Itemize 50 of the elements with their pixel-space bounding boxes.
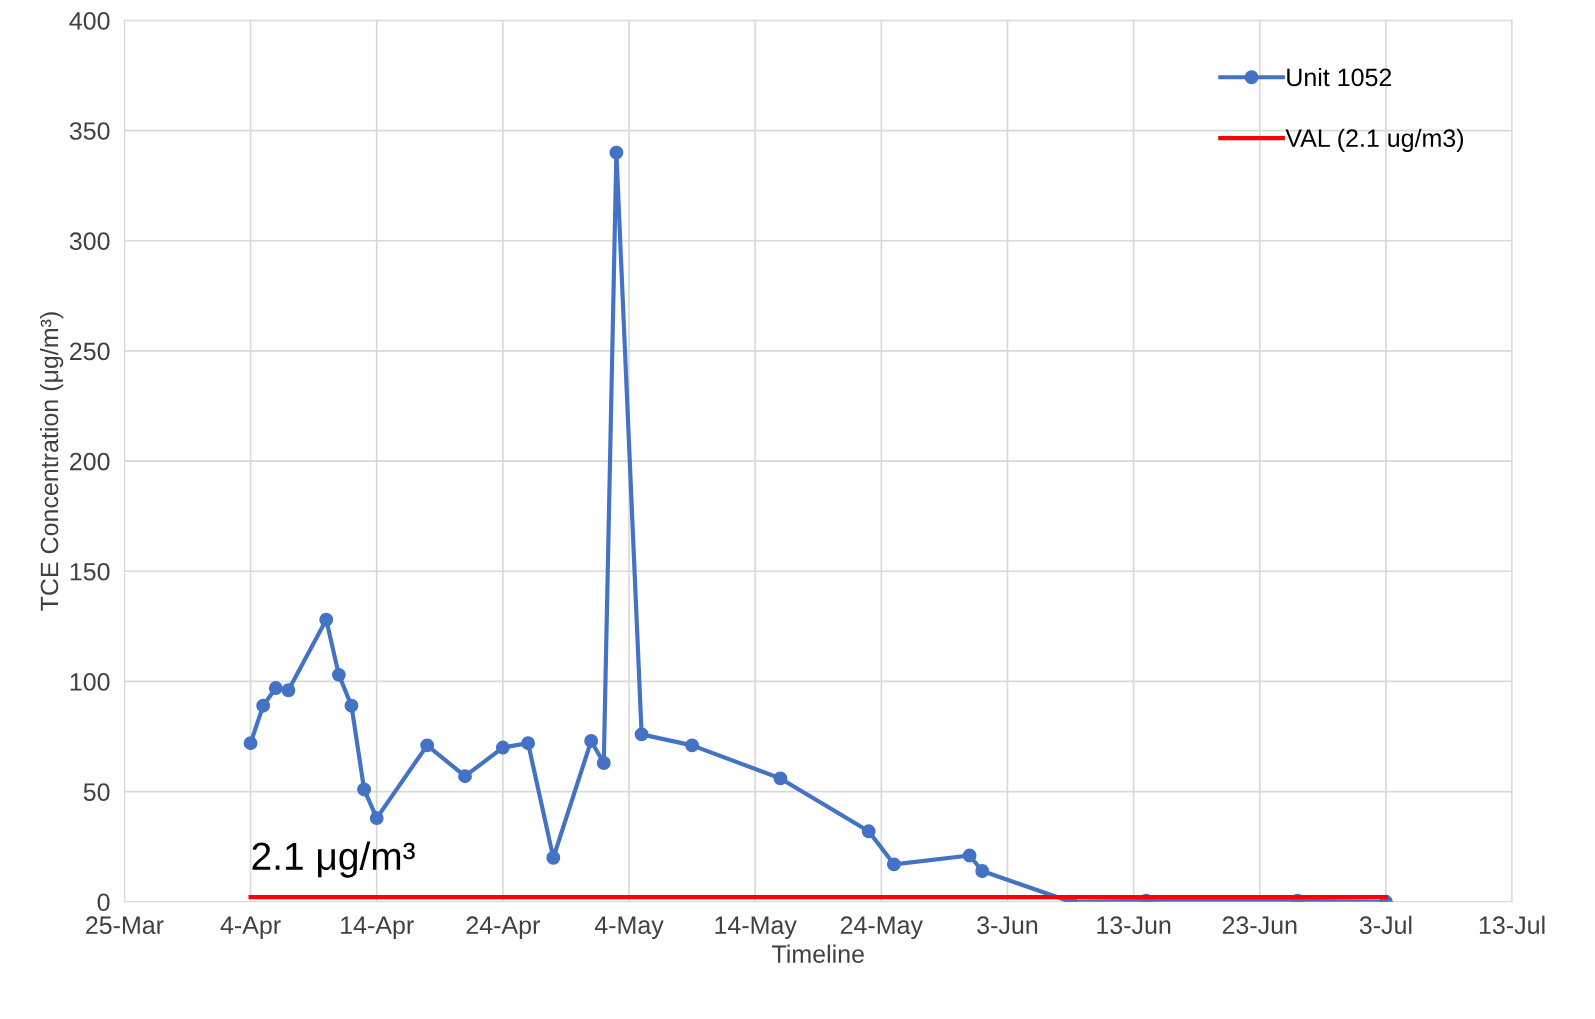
x-tick-label: 13-Jul [1479,915,1545,935]
x-tick-label: 25-Mar [86,916,164,935]
point [357,782,372,797]
point [861,824,876,839]
y-tick-label: 100 [70,673,110,691]
point [420,738,435,753]
x-tick-label: 14-Apr [341,916,414,940]
point [319,612,334,627]
x-tick-label: 13-Jun [1097,916,1171,935]
x-tick-label: 24-Apr [466,916,540,940]
point [256,698,271,713]
y-tick-label: 350 [69,122,110,140]
y-tick-label: 400 [69,11,110,30]
point [369,811,384,826]
point [458,769,472,784]
legend-label: Unit 1052 [1287,67,1392,87]
point [243,736,258,751]
point [609,145,624,160]
y-axis-title: TCE Concentration (μg/m³) [39,312,64,611]
point [331,667,346,682]
x-axis-title: Timeline [772,944,864,963]
x-tick-label: 3-Jun [977,916,1038,935]
legend-label: VAL (2.1 ug/m3) [1285,128,1464,152]
y-tick-label: 150 [70,562,110,581]
x-tick-label: 23-Jun [1222,916,1297,935]
x-tick-label: 14-May [715,916,797,940]
point [773,771,788,786]
x-tick-label: 4-May [594,916,664,940]
y-tick-label: 200 [70,452,110,471]
point [268,681,283,696]
y-tick-label: 0 [97,893,110,912]
point [584,734,599,748]
point [521,736,536,751]
point [596,756,611,770]
point [495,740,510,755]
y-tick-label: 250 [70,342,110,361]
y-tick-label: 300 [69,232,110,251]
point [634,727,649,742]
point [685,738,700,753]
point [975,864,990,878]
point [281,683,296,698]
x-tick-label: 3-Jul [1359,915,1412,935]
point [886,857,901,872]
point [546,850,561,865]
x-tick-label: 24-May [840,916,923,940]
point [962,848,977,863]
x-tick-label: 4-Apr [220,916,281,940]
annotation: 2.1 μg/m³ [252,841,415,878]
y-tick-label: 50 [83,783,110,801]
point [344,698,359,713]
